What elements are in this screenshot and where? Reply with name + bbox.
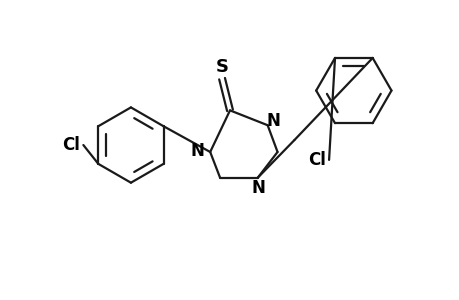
Text: Cl: Cl	[62, 136, 80, 154]
Text: N: N	[190, 142, 204, 160]
Text: S: S	[215, 58, 228, 76]
Text: Cl: Cl	[308, 151, 325, 169]
Text: N: N	[251, 178, 265, 196]
Text: N: N	[266, 112, 280, 130]
